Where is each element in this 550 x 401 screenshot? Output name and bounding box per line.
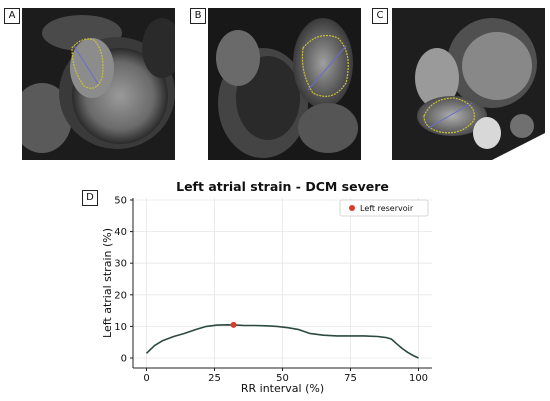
y-tick-label: 40: [114, 227, 127, 238]
y-tick-label: 0: [121, 354, 127, 365]
mri-image-b: [208, 8, 361, 160]
x-tick-label: 0: [143, 373, 149, 384]
chart-title: Left atrial strain - DCM severe: [176, 179, 389, 194]
y-tick-label: 20: [114, 290, 127, 301]
legend-box: [339, 199, 429, 217]
legend-marker: [349, 205, 355, 211]
panel-label-c: C: [372, 8, 388, 24]
x-axis-label: RR interval (%): [241, 382, 324, 395]
y-tick-label: 10: [114, 322, 127, 333]
mri-image-c: [392, 8, 545, 160]
panel-label-b: B: [190, 8, 206, 24]
x-tick-label: 75: [344, 373, 357, 384]
y-tick-label: 50: [114, 196, 127, 207]
x-tick-label: 50: [276, 373, 289, 384]
y-axis-label: Left atrial strain (%): [101, 228, 114, 338]
panel-label-d: D: [82, 190, 98, 206]
x-tick-label: 100: [409, 373, 428, 384]
strain-curve: [145, 323, 419, 359]
y-tick-label: 30: [114, 259, 127, 270]
reservoir-point: [230, 321, 237, 328]
mri-image-a: [22, 8, 175, 160]
panel-label-a: A: [4, 8, 20, 24]
x-tick-label: 25: [208, 373, 221, 384]
legend-label: Left reservoir: [360, 204, 414, 213]
